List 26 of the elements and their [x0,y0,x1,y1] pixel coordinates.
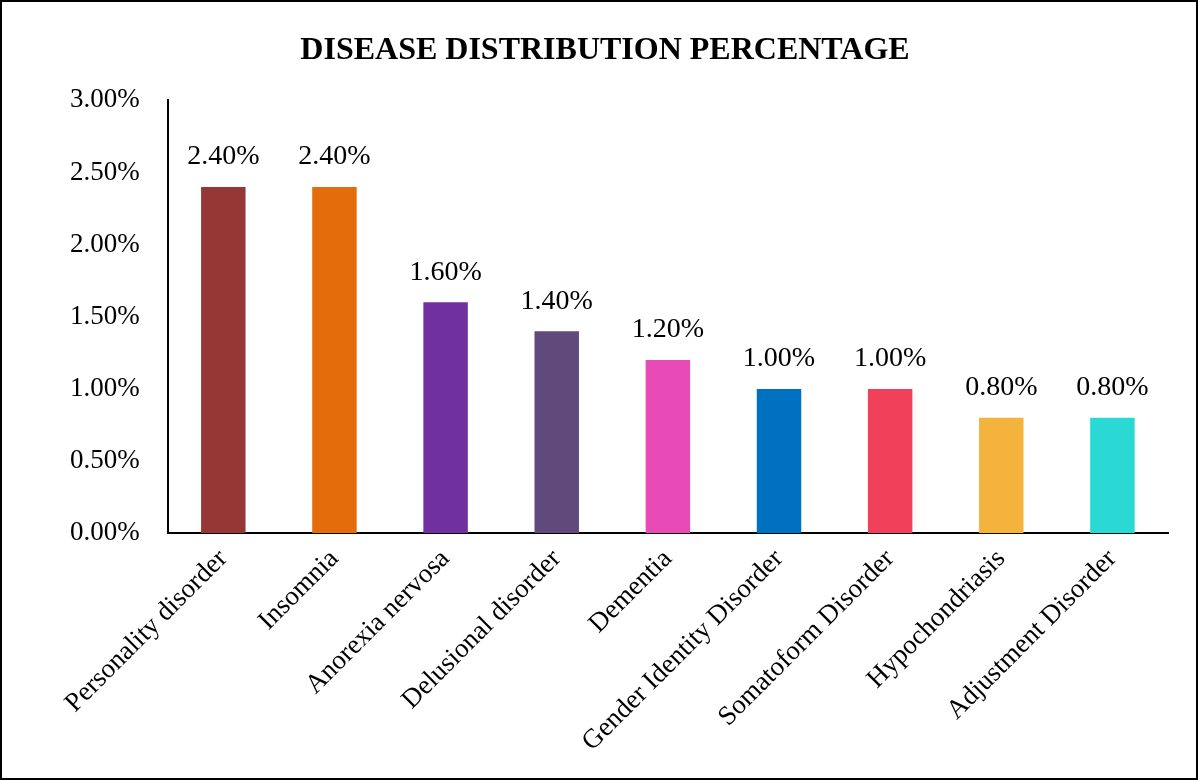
y-tick-label: 2.50% [69,155,140,186]
data-label: 1.40% [520,283,593,315]
data-label: 1.60% [409,254,482,286]
y-tick-label: 0.50% [69,444,140,475]
bar [645,360,691,534]
chart-title: DISEASE DISTRIBUTION PERCENTAGE [300,30,910,67]
y-tick-label: 1.50% [69,299,140,330]
data-label: 2.40% [187,139,260,171]
data-label: 0.80% [1076,370,1149,402]
data-label: 0.80% [965,370,1038,402]
data-label: 1.20% [631,312,705,344]
bar [1090,417,1135,534]
bar [201,186,246,534]
bar [423,302,468,534]
bar [312,186,357,534]
y-tick-label: 0.00% [69,516,140,547]
bar [534,331,579,534]
y-tick-label: 2.00% [69,227,140,258]
data-label: 2.40% [298,139,371,171]
bar [867,388,913,534]
y-tick-label: 3.00% [69,83,140,114]
bar [756,388,802,534]
bar [979,417,1024,534]
data-label: 1.00% [742,341,816,373]
data-label: 1.00% [853,341,927,373]
y-tick-label: 1.00% [69,372,140,403]
